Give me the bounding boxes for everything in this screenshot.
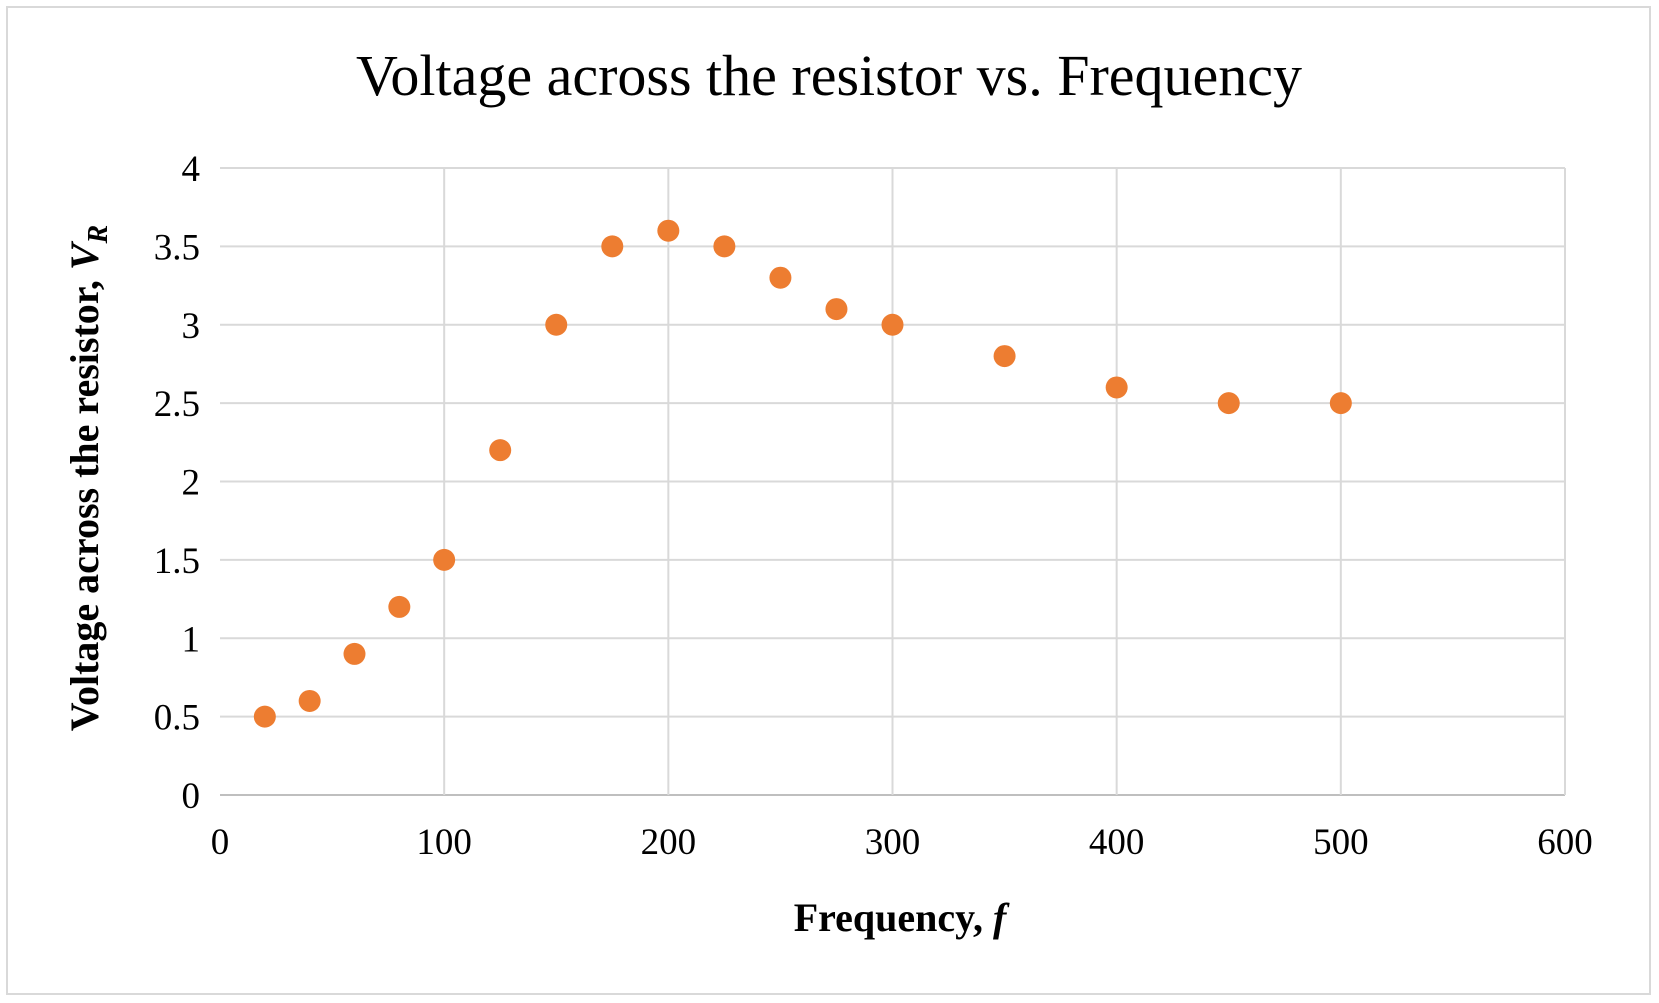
y-tick-label: 1.5: [154, 541, 200, 582]
x-tick-label: 400: [1089, 822, 1145, 863]
data-point: [1105, 376, 1128, 399]
x-tick-label: 300: [865, 822, 921, 863]
data-point: [657, 219, 680, 242]
data-point: [1329, 392, 1352, 415]
x-axis-label-text: Frequency,: [794, 895, 993, 940]
x-tick-label: 0: [211, 822, 230, 863]
data-point: [601, 235, 624, 258]
x-tick-label: 100: [416, 822, 472, 863]
data-point: [881, 313, 904, 336]
y-tick-label: 3.5: [154, 227, 200, 268]
data-point: [1217, 392, 1240, 415]
data-point: [433, 548, 456, 571]
x-axis-label: Frequency, f: [794, 895, 1010, 940]
data-point: [343, 642, 366, 665]
y-tick-label: 2.5: [154, 384, 200, 425]
y-tick-label: 4: [182, 149, 201, 190]
data-point: [545, 313, 568, 336]
data-point: [253, 705, 276, 728]
y-tick-label: 0: [182, 776, 201, 817]
y-tick-label: 1: [182, 619, 201, 660]
x-tick-label: 500: [1313, 822, 1369, 863]
y-axis-label-variable: V: [62, 240, 107, 270]
gridlines: [220, 167, 1566, 796]
x-tick-label: 200: [641, 822, 697, 863]
chart-title: Voltage across the resistor vs. Frequenc…: [356, 43, 1302, 108]
data-point: [825, 298, 848, 321]
data-point: [298, 689, 321, 712]
y-axis-label-subscript: R: [83, 225, 114, 245]
y-tick-label: 3: [182, 306, 201, 347]
y-tick-label: 2: [182, 463, 201, 504]
y-axis-label: Voltage across the resistor, VR: [62, 225, 114, 731]
y-axis-ticks: 0 0.5 1 1.5 2 2.5 3 3.5 4: [154, 149, 200, 817]
x-axis-ticks: 0 100 200 300 400 500 600: [211, 822, 1593, 863]
data-point: [713, 235, 736, 258]
x-axis-label-variable: f: [993, 895, 1010, 940]
chart-frame: [6, 6, 1651, 995]
data-point: [993, 345, 1016, 368]
x-tick-label: 600: [1537, 822, 1593, 863]
data-points: [253, 219, 1352, 728]
y-tick-label: 0.5: [154, 698, 200, 739]
y-axis-label-text: Voltage across the resistor,: [62, 270, 107, 731]
data-point: [769, 266, 792, 289]
data-point: [489, 439, 512, 462]
data-point: [388, 595, 411, 618]
